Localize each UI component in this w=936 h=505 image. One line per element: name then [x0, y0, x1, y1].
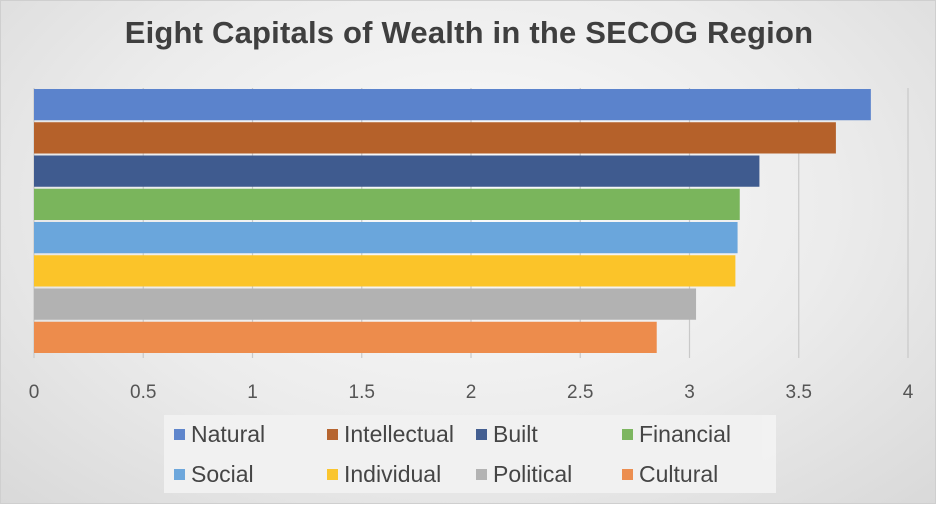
legend-label: Built [493, 421, 538, 447]
legend-item-cultural: Cultural [622, 461, 718, 488]
legend-swatch [476, 469, 487, 480]
x-tick-label: 0 [29, 382, 40, 403]
bar-individual [34, 255, 736, 287]
legend-swatch [327, 429, 338, 440]
bar-natural [34, 89, 871, 121]
x-tick-label: 1 [247, 382, 258, 403]
legend-swatch [174, 469, 185, 480]
legend-swatch [174, 429, 185, 440]
x-tick-label: 3.5 [786, 382, 812, 403]
legend-item-individual: Individual [327, 461, 441, 488]
bar-political [34, 288, 697, 320]
legend-label: Financial [639, 421, 732, 447]
x-tick-label: 3 [684, 382, 695, 403]
legend-label: Cultural [639, 461, 719, 487]
legend-item-intellectual: Intellectual [327, 421, 454, 448]
legend-label: Social [191, 461, 254, 487]
legend-item-natural: Natural [174, 421, 265, 448]
legend-swatch [622, 469, 633, 480]
legend: Natural Intellectual Built Financial Social I… [164, 415, 776, 493]
bar-financial [34, 188, 740, 220]
legend-label: Natural [191, 421, 266, 447]
x-tick-label: 2.5 [567, 382, 593, 403]
chart-title: Eight Capitals of Wealth in the SECOG Re… [124, 15, 814, 50]
legend-item-built: Built [476, 421, 538, 448]
x-tick-label: 4 [903, 382, 914, 403]
x-tick-label: 0.5 [130, 382, 156, 403]
bar-intellectual [34, 122, 836, 154]
legend-item-financial: Financial [622, 421, 731, 448]
bar-social [34, 222, 738, 254]
legend-label: Intellectual [344, 421, 454, 447]
x-tick-label: 1.5 [349, 382, 375, 403]
legend-label: Political [493, 461, 573, 487]
x-tick-label: 2 [466, 382, 477, 403]
legend-label: Individual [344, 461, 442, 487]
bar-cultural [34, 321, 657, 353]
legend-swatch [622, 429, 633, 440]
legend-swatch [476, 429, 487, 440]
legend-item-social: Social [174, 461, 254, 488]
bar-built [34, 155, 760, 187]
legend-item-political: Political [476, 461, 572, 488]
legend-swatch [327, 469, 338, 480]
